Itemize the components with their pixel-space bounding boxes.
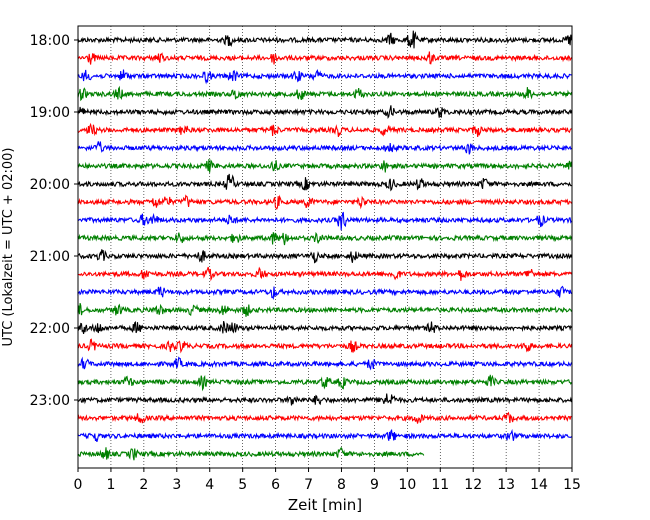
trace-line bbox=[77, 374, 572, 392]
x-tick-label: 13 bbox=[497, 477, 515, 493]
plot-frame bbox=[77, 25, 573, 469]
x-tick-label: 7 bbox=[304, 477, 313, 493]
x-tick-label: 3 bbox=[172, 477, 181, 493]
y-tick-label: 19:00 bbox=[30, 105, 70, 121]
x-tick-label: 12 bbox=[464, 477, 482, 493]
trace-line bbox=[77, 393, 573, 406]
trace-line bbox=[77, 85, 573, 102]
y-tick-label: 20:00 bbox=[30, 177, 70, 193]
trace-line bbox=[77, 303, 573, 317]
trace-line bbox=[77, 105, 573, 119]
trace-line bbox=[77, 338, 573, 354]
x-tick-label: 5 bbox=[238, 477, 247, 493]
x-tick-label: 14 bbox=[530, 477, 548, 493]
x-tick-label: 10 bbox=[398, 477, 416, 493]
trace-line bbox=[77, 356, 573, 371]
y-tick-label: 22:00 bbox=[30, 321, 70, 337]
x-tick-label: 6 bbox=[271, 477, 280, 493]
y-axis-label: UTC (Lokalzeit = UTC + 02:00) bbox=[1, 148, 16, 347]
trace-line bbox=[77, 194, 572, 210]
trace-line bbox=[77, 320, 572, 335]
x-tick-label: 8 bbox=[337, 477, 346, 493]
x-tick-label: 2 bbox=[139, 477, 148, 493]
trace-line bbox=[77, 173, 572, 192]
y-tick-label: 21:00 bbox=[30, 249, 70, 265]
trace-line bbox=[77, 446, 425, 461]
trace-line bbox=[77, 122, 572, 138]
trace-group bbox=[77, 30, 573, 461]
trace-line bbox=[77, 411, 572, 424]
y-tick-label: 23:00 bbox=[30, 393, 70, 409]
x-tick-label: 9 bbox=[370, 477, 379, 493]
trace-line bbox=[77, 266, 573, 282]
trace-line bbox=[77, 69, 572, 85]
x-tick-label: 4 bbox=[205, 477, 214, 493]
y-axis: 18:00 19:00 20:00 21:00 22:00 23:00 bbox=[30, 33, 78, 409]
trace-line bbox=[77, 285, 572, 301]
x-axis-label: Zeit [min] bbox=[288, 496, 362, 514]
trace-line bbox=[77, 141, 572, 155]
x-tick-label: 11 bbox=[431, 477, 449, 493]
trace-line bbox=[77, 51, 573, 65]
trace-line bbox=[77, 249, 573, 264]
x-tick-label: 0 bbox=[74, 477, 83, 493]
trace-line bbox=[77, 211, 572, 231]
trace-line bbox=[77, 231, 573, 246]
x-tick-label: 1 bbox=[106, 477, 115, 493]
x-tick-label: 15 bbox=[563, 477, 581, 493]
trace-line bbox=[77, 158, 573, 173]
trace-line bbox=[77, 428, 572, 443]
trace-line bbox=[77, 30, 573, 49]
y-tick-label: 18:00 bbox=[30, 33, 70, 49]
x-axis: 0 1 2 3 4 5 6 7 8 9 10 11 12 13 14 15 bbox=[74, 468, 581, 493]
